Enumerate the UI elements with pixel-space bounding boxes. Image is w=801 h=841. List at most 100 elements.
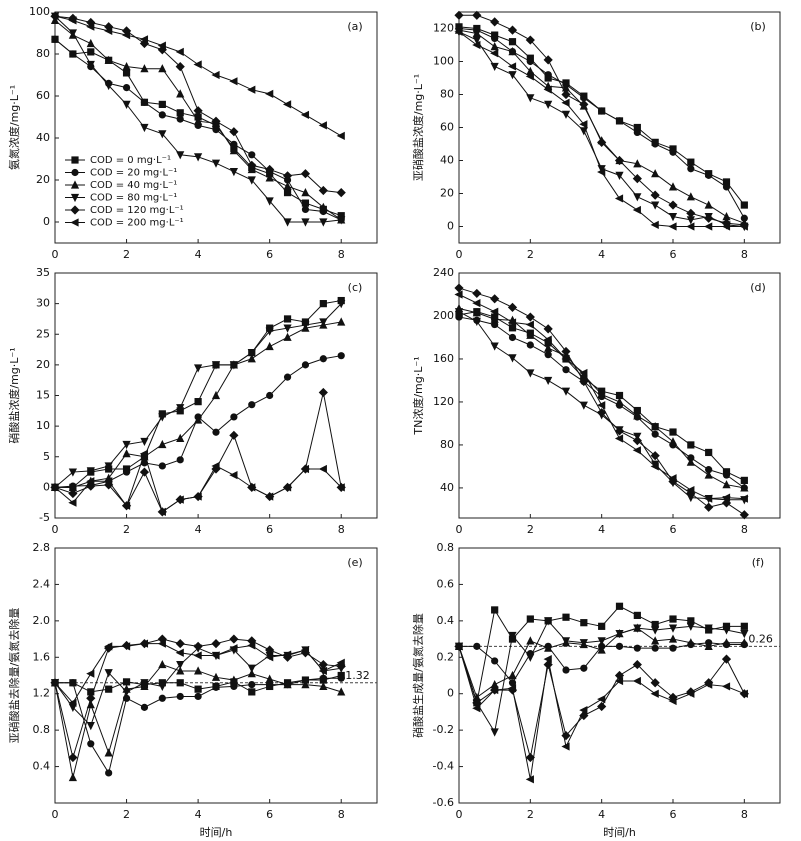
- y-tick-label: 40: [440, 154, 454, 167]
- marker: [194, 116, 203, 125]
- marker: [632, 174, 642, 184]
- marker: [740, 214, 748, 222]
- x-tick-label: 6: [266, 808, 273, 821]
- marker: [247, 664, 256, 673]
- y-tick-label: 0: [447, 220, 454, 233]
- panel: -0.6 -0.4 -0.2 0 0.2 0.4 0.6 0.8 0 2 4 6 8 (f) 硝酸盐生成量/…: [411, 541, 781, 839]
- plot-frame: [458, 272, 781, 519]
- marker: [721, 682, 731, 691]
- marker: [229, 675, 238, 684]
- marker: [300, 110, 310, 119]
- marker: [121, 31, 131, 40]
- marker: [51, 35, 59, 43]
- marker: [140, 679, 149, 688]
- marker: [229, 471, 238, 480]
- marker: [614, 194, 624, 203]
- marker: [247, 349, 256, 358]
- marker: [597, 695, 606, 704]
- marker: [597, 167, 606, 177]
- marker: [490, 294, 500, 304]
- y-tick-label: 25: [36, 327, 50, 340]
- marker: [668, 222, 677, 231]
- marker: [176, 433, 185, 442]
- series-line: [458, 287, 745, 516]
- marker: [686, 222, 695, 231]
- marker: [211, 116, 221, 126]
- marker: [158, 462, 166, 470]
- marker: [248, 688, 256, 696]
- marker: [704, 200, 713, 209]
- marker: [211, 390, 221, 400]
- marker: [139, 35, 149, 44]
- y-tick-label: 2.8: [33, 541, 51, 554]
- x-tick-label: 2: [123, 523, 130, 536]
- marker: [472, 288, 482, 299]
- marker: [68, 488, 78, 499]
- marker: [211, 639, 221, 649]
- marker: [508, 354, 517, 363]
- marker: [490, 17, 500, 27]
- marker: [722, 480, 731, 489]
- marker: [265, 492, 274, 501]
- x-tick-label: 6: [670, 523, 677, 536]
- marker: [194, 666, 203, 675]
- marker: [686, 493, 695, 503]
- marker: [739, 689, 748, 698]
- marker: [68, 698, 77, 707]
- marker: [472, 36, 481, 45]
- marker: [86, 481, 96, 491]
- marker: [301, 218, 310, 227]
- series-line: [54, 303, 342, 488]
- marker: [318, 185, 328, 196]
- marker: [229, 168, 238, 177]
- marker: [176, 692, 184, 701]
- marker: [176, 660, 185, 670]
- marker: [122, 62, 131, 71]
- marker: [194, 364, 203, 373]
- marker: [211, 461, 220, 471]
- marker: [140, 123, 149, 133]
- marker: [247, 483, 256, 492]
- marker: [650, 451, 660, 461]
- marker: [507, 318, 517, 327]
- marker: [491, 606, 499, 614]
- marker: [337, 352, 345, 360]
- y-tick-label: -5: [39, 511, 50, 524]
- marker: [158, 694, 166, 702]
- marker: [579, 639, 588, 648]
- marker: [633, 411, 642, 420]
- marker: [319, 318, 328, 327]
- marker: [318, 464, 327, 474]
- marker: [544, 339, 552, 347]
- marker: [86, 721, 95, 731]
- series-line: [459, 14, 745, 226]
- marker: [157, 639, 166, 648]
- marker: [122, 84, 131, 92]
- y-tick-label: 0.2: [437, 650, 455, 663]
- x-tick-label: 6: [670, 808, 677, 821]
- marker: [615, 642, 624, 650]
- marker: [283, 315, 292, 323]
- marker: [687, 158, 695, 166]
- marker: [633, 123, 641, 132]
- marker: [669, 148, 677, 156]
- marker: [455, 313, 463, 321]
- legend-label: COD = 80 mg·L⁻¹: [90, 193, 177, 204]
- y-tick-label: 1.6: [33, 650, 51, 663]
- marker: [597, 401, 606, 410]
- marker: [543, 655, 552, 664]
- marker: [739, 494, 748, 503]
- y-tick-label: 0.4: [437, 614, 455, 627]
- marker: [721, 654, 732, 664]
- marker: [721, 222, 731, 231]
- marker: [194, 685, 202, 693]
- y-tick-label: 100: [433, 55, 454, 68]
- marker: [508, 47, 517, 56]
- marker: [740, 630, 749, 639]
- marker: [687, 441, 695, 449]
- marker: [561, 387, 571, 396]
- marker: [490, 307, 499, 316]
- y-tick-label: 240: [433, 266, 454, 279]
- marker: [597, 137, 607, 147]
